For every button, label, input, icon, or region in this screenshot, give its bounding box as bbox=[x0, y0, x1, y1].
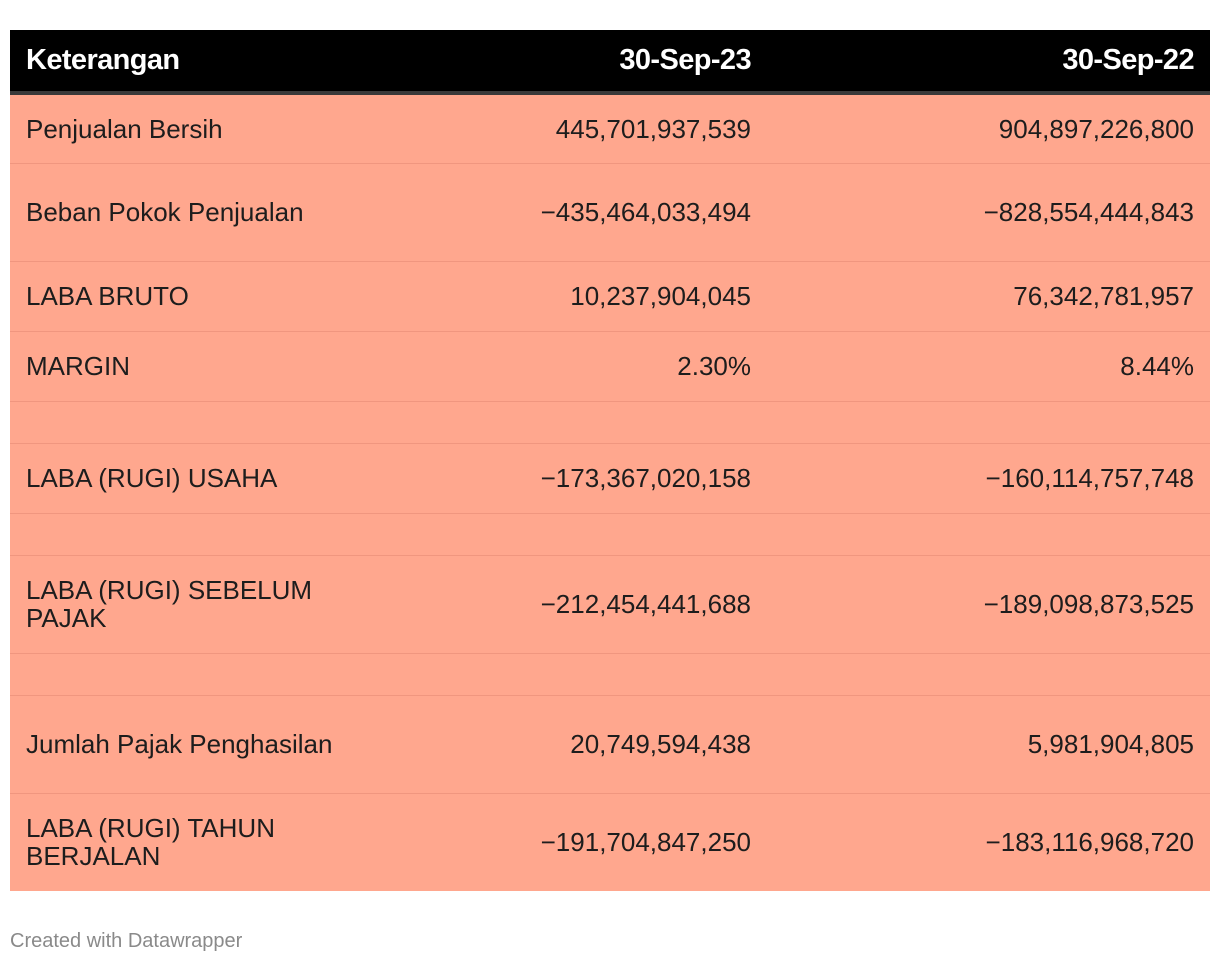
table-row: MARGIN 2.30% 8.44% bbox=[10, 331, 1210, 402]
value-30-sep-23: 445,701,937,539 bbox=[410, 93, 767, 164]
value-30-sep-22 bbox=[767, 401, 1210, 444]
financial-table-container: Keterangan 30-Sep-23 30-Sep-22 Penjualan… bbox=[10, 30, 1210, 891]
table-row: LABA (RUGI) USAHA −173,367,020,158 −160,… bbox=[10, 443, 1210, 514]
value-30-sep-22: 904,897,226,800 bbox=[767, 93, 1210, 164]
value-30-sep-23 bbox=[410, 513, 767, 556]
value-30-sep-22: 8.44% bbox=[767, 331, 1210, 402]
row-label: Beban Pokok Penjualan bbox=[10, 163, 410, 262]
value-30-sep-22 bbox=[767, 653, 1210, 696]
value-30-sep-23: −435,464,033,494 bbox=[410, 163, 767, 262]
header-keterangan[interactable]: Keterangan bbox=[10, 30, 410, 95]
value-30-sep-23 bbox=[410, 401, 767, 444]
value-30-sep-23: −212,454,441,688 bbox=[410, 555, 767, 654]
value-30-sep-22: −828,554,444,843 bbox=[767, 163, 1210, 262]
row-label: Jumlah Pajak Penghasilan bbox=[10, 695, 410, 794]
row-label: LABA (RUGI) SEBELUM PAJAK bbox=[10, 555, 410, 654]
table-row: Jumlah Pajak Penghasilan 20,749,594,438 … bbox=[10, 695, 1210, 794]
row-label: LABA (RUGI) TAHUN BERJALAN bbox=[10, 793, 410, 891]
row-label: Penjualan Bersih bbox=[10, 93, 410, 164]
value-30-sep-22: −189,098,873,525 bbox=[767, 555, 1210, 654]
value-30-sep-22 bbox=[767, 513, 1210, 556]
table-row: Penjualan Bersih 445,701,937,539 904,897… bbox=[10, 93, 1210, 164]
value-30-sep-22: 76,342,781,957 bbox=[767, 261, 1210, 332]
header-30-sep-22[interactable]: 30-Sep-22 bbox=[767, 30, 1210, 95]
financial-table: Keterangan 30-Sep-23 30-Sep-22 Penjualan… bbox=[10, 30, 1210, 891]
row-label: LABA (RUGI) USAHA bbox=[10, 443, 410, 514]
value-30-sep-23: 10,237,904,045 bbox=[410, 261, 767, 332]
row-label: MARGIN bbox=[10, 331, 410, 402]
table-row: LABA (RUGI) TAHUN BERJALAN −191,704,847,… bbox=[10, 793, 1210, 891]
row-label bbox=[10, 513, 410, 556]
table-body: Penjualan Bersih 445,701,937,539 904,897… bbox=[10, 93, 1210, 891]
value-30-sep-23: −173,367,020,158 bbox=[410, 443, 767, 514]
value-30-sep-23 bbox=[410, 653, 767, 696]
value-30-sep-22: −160,114,757,748 bbox=[767, 443, 1210, 514]
row-label bbox=[10, 653, 410, 696]
value-30-sep-22: 5,981,904,805 bbox=[767, 695, 1210, 794]
header-30-sep-23[interactable]: 30-Sep-23 bbox=[410, 30, 767, 95]
value-30-sep-23: −191,704,847,250 bbox=[410, 793, 767, 891]
datawrapper-credit[interactable]: Created with Datawrapper bbox=[10, 930, 243, 952]
table-row: LABA BRUTO 10,237,904,045 76,342,781,957 bbox=[10, 261, 1210, 332]
row-label bbox=[10, 401, 410, 444]
table-row-empty bbox=[10, 513, 1210, 556]
table-row-empty bbox=[10, 401, 1210, 444]
row-label: LABA BRUTO bbox=[10, 261, 410, 332]
table-row: LABA (RUGI) SEBELUM PAJAK −212,454,441,6… bbox=[10, 555, 1210, 654]
table-row: Beban Pokok Penjualan −435,464,033,494 −… bbox=[10, 163, 1210, 262]
value-30-sep-22: −183,116,968,720 bbox=[767, 793, 1210, 891]
value-30-sep-23: 20,749,594,438 bbox=[410, 695, 767, 794]
table-row-empty bbox=[10, 653, 1210, 696]
value-30-sep-23: 2.30% bbox=[410, 331, 767, 402]
table-header-row: Keterangan 30-Sep-23 30-Sep-22 bbox=[10, 30, 1210, 95]
